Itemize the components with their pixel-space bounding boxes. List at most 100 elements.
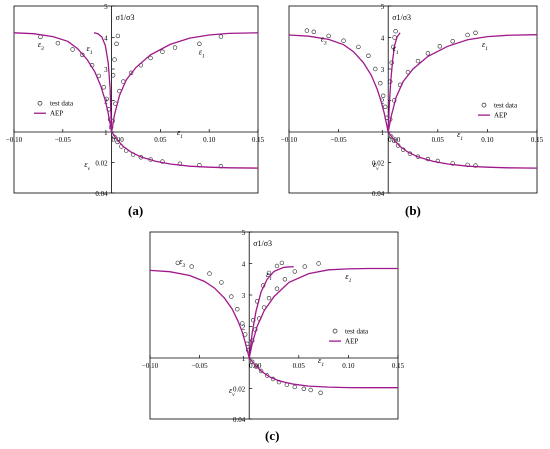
test-data-point bbox=[282, 277, 288, 282]
curve-label: ε1 bbox=[393, 44, 399, 56]
y-tick-label: 0.04 bbox=[372, 190, 385, 198]
aep-curve bbox=[111, 131, 259, 169]
test-data-point bbox=[450, 161, 455, 166]
test-data-point bbox=[240, 321, 245, 326]
panel-label-a: (a) bbox=[128, 203, 144, 218]
test-data-point bbox=[101, 85, 107, 90]
test-data-point bbox=[292, 269, 297, 274]
x-tick-label: −0.05 bbox=[55, 136, 72, 144]
x-tick-label: 0.10 bbox=[342, 362, 355, 370]
y-axis-label: σ1/σ3 bbox=[116, 13, 135, 22]
test-data-point bbox=[301, 386, 306, 391]
test-data-point bbox=[373, 66, 378, 72]
test-data-point bbox=[160, 49, 165, 54]
test-data-point bbox=[274, 286, 280, 291]
aep-curve bbox=[248, 265, 294, 359]
test-data-point bbox=[391, 44, 396, 50]
y-tick-label: 0.02 bbox=[233, 386, 246, 394]
test-data-point bbox=[318, 390, 323, 395]
y-axis-label: σ1/σ3 bbox=[392, 13, 411, 22]
test-data-point bbox=[341, 38, 346, 43]
test-data-point bbox=[229, 294, 234, 299]
test-data-point bbox=[55, 40, 61, 46]
test-data-point bbox=[266, 270, 272, 276]
test-data-point bbox=[425, 51, 431, 56]
x-tick-label: 0.15 bbox=[252, 136, 265, 144]
plot-frame bbox=[288, 5, 538, 194]
legend-marker-test-data bbox=[481, 102, 487, 108]
test-data-point bbox=[264, 373, 270, 378]
test-data-point bbox=[274, 263, 280, 269]
legend: test data AEP bbox=[477, 102, 518, 120]
curve-label: ε1 bbox=[177, 128, 183, 140]
test-data-point bbox=[415, 58, 421, 64]
x-tick-label: −0.10 bbox=[142, 362, 159, 370]
test-data-point bbox=[258, 368, 264, 374]
test-data-point bbox=[393, 29, 398, 34]
y-tick-label: 5 bbox=[242, 229, 246, 237]
curve-label: ε1 bbox=[199, 48, 205, 60]
test-data-point bbox=[316, 261, 321, 266]
panel-label-b: (b) bbox=[405, 203, 421, 218]
chart-panel-a: −0.10 −0.05 0.00 0.05 0.10 0.15123450.020.04σ… bbox=[6, 3, 265, 198]
aep-curve bbox=[13, 32, 259, 133]
test-data-point bbox=[302, 264, 307, 269]
x-tick-label: 0.05 bbox=[154, 136, 167, 144]
test-data-point bbox=[112, 57, 117, 62]
legend-label-aep: AEP bbox=[50, 110, 63, 118]
chart-panel-b: −0.10 −0.05 0.00 0.05 0.10 0.15123450.020.04σ… bbox=[281, 3, 544, 198]
x-tick-label: 0.15 bbox=[392, 362, 405, 370]
test-data-point bbox=[366, 53, 371, 58]
y-tick-label: 4 bbox=[381, 35, 385, 43]
curve-label: ε3 bbox=[321, 35, 327, 47]
test-data-point bbox=[219, 280, 224, 285]
y-tick-label: 1 bbox=[381, 129, 385, 137]
x-tick-label: 0.15 bbox=[531, 136, 544, 144]
curve-label: ε3 bbox=[38, 40, 44, 52]
test-data-point bbox=[250, 359, 255, 364]
y-tick-label: 4 bbox=[242, 261, 246, 269]
test-data-point bbox=[381, 93, 386, 99]
test-data-point bbox=[251, 318, 256, 323]
x-tick-label: −0.10 bbox=[6, 136, 23, 144]
test-data-point bbox=[218, 34, 224, 39]
legend-label-test-data: test data bbox=[494, 102, 518, 110]
aep-curve bbox=[248, 357, 398, 389]
aep-curve bbox=[387, 32, 401, 133]
curve-label: ε1 bbox=[482, 40, 488, 52]
legend-marker-test-data bbox=[332, 328, 338, 334]
legend-label-aep: AEP bbox=[494, 112, 507, 120]
legend: test data AEP bbox=[329, 328, 369, 346]
plot-frame bbox=[13, 5, 259, 194]
x-tick-label: 0.10 bbox=[203, 136, 216, 144]
y-tick-label: 2 bbox=[242, 324, 246, 332]
test-data-point bbox=[175, 260, 181, 266]
legend-marker-test-data bbox=[37, 100, 43, 106]
plot-frame bbox=[149, 231, 399, 420]
curve-label: ε1 bbox=[457, 130, 463, 142]
test-data-point bbox=[383, 104, 388, 110]
aep-curve bbox=[93, 32, 113, 133]
test-data-point bbox=[473, 30, 478, 35]
curve-label: ε1 bbox=[318, 356, 324, 368]
y-tick-label: 2 bbox=[381, 98, 385, 106]
test-data-point bbox=[356, 44, 361, 50]
y-tick-label: 4 bbox=[104, 35, 108, 43]
x-tick-label: 0.05 bbox=[293, 362, 306, 370]
test-data-point bbox=[148, 55, 153, 61]
curve-label: ε1 bbox=[87, 44, 93, 56]
test-data-point bbox=[115, 33, 121, 39]
curve-label: εv bbox=[84, 160, 90, 172]
test-data-point bbox=[311, 29, 316, 34]
y-tick-label: 0.02 bbox=[95, 160, 108, 168]
aep-curve bbox=[149, 267, 398, 359]
y-tick-label: 3 bbox=[104, 66, 108, 74]
test-data-point bbox=[207, 271, 212, 276]
test-data-point bbox=[437, 44, 442, 49]
y-tick-label: 0.02 bbox=[372, 160, 385, 168]
y-tick-label: 5 bbox=[104, 3, 108, 11]
x-tick-label: −0.05 bbox=[330, 136, 347, 144]
test-data-point bbox=[378, 80, 383, 86]
test-data-point bbox=[266, 295, 272, 301]
